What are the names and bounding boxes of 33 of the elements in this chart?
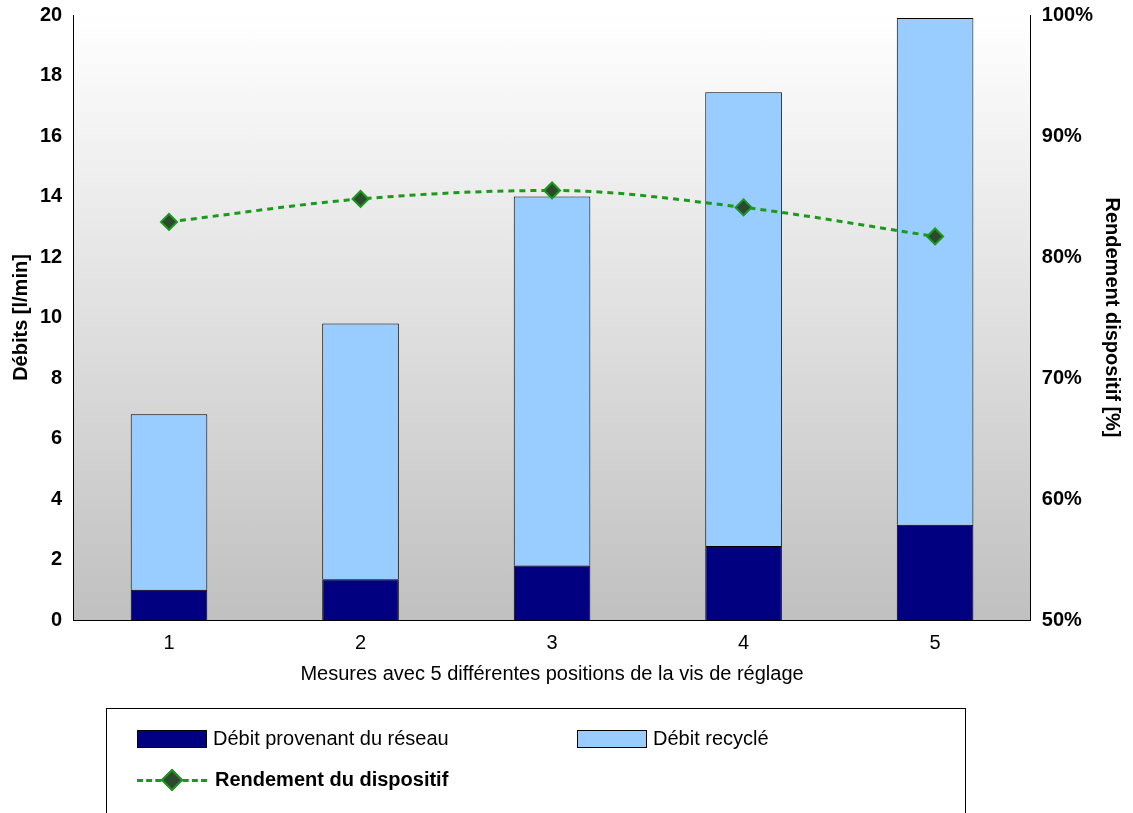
y-tick-label: 16 <box>40 123 63 146</box>
point <box>351 189 370 208</box>
y-tick-label: 10 <box>40 305 63 328</box>
y-tick-label: 8 <box>51 365 63 388</box>
y-tick-label: 2 <box>51 547 63 570</box>
point <box>543 181 562 200</box>
y-tick-label: 6 <box>51 426 63 449</box>
y2-tick-label: 70% <box>1041 365 1083 388</box>
legend-label: Rendement du dispositif <box>215 768 449 791</box>
x-tick-label: 4 <box>738 630 750 653</box>
x-tick-label: 1 <box>163 630 175 653</box>
y-tick-label: 4 <box>51 486 64 509</box>
y2-axis-title: Rendement dispositif [%] <box>1102 197 1125 438</box>
y-tick-label: 18 <box>40 63 63 86</box>
point <box>926 227 945 246</box>
x-axis-title: Mesures avec 5 différentes positions de la vis de réglage <box>300 661 804 684</box>
legend-label: Débit recyclé <box>653 727 769 750</box>
y2-tick-label: 50% <box>1041 607 1083 630</box>
point <box>734 198 753 217</box>
y2-tick-label: 90% <box>1041 123 1083 146</box>
y-tick-label: 20 <box>40 2 63 25</box>
y-tick-label: 14 <box>40 184 64 207</box>
point <box>160 212 179 231</box>
x-tick-label: 3 <box>546 630 558 653</box>
y-axis-title: Débits [l/min] <box>8 254 31 381</box>
y-tick-label: 12 <box>40 244 63 267</box>
y2-tick-label: 80% <box>1041 244 1083 267</box>
legend-label: Débit provenant du réseau <box>213 727 449 750</box>
y2-tick-label: 60% <box>1041 486 1083 509</box>
x-tick-label: 2 <box>354 630 367 653</box>
x-tick-label: 5 <box>929 630 941 653</box>
y-tick-label: 0 <box>51 607 63 630</box>
y2-tick-label: 100% <box>1041 2 1094 25</box>
